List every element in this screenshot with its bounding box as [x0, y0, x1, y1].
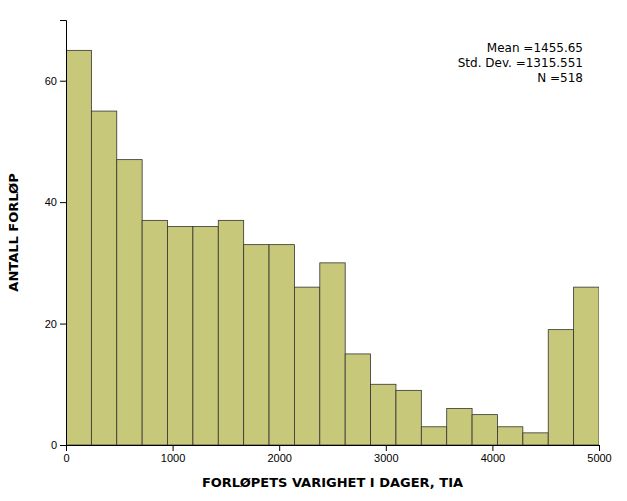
x-tick-mark	[599, 445, 600, 451]
y-tick-label: 60	[45, 75, 57, 87]
annotation: Mean =1455.65Std. Dev. =1315.551N =518	[458, 41, 583, 85]
bar	[447, 409, 472, 445]
bars	[66, 50, 599, 445]
y-tick-mark	[60, 445, 66, 446]
bar	[66, 50, 91, 445]
x-tick-mark	[279, 445, 280, 451]
bar	[421, 427, 446, 445]
x-tick: 1000	[161, 445, 185, 464]
x-tick: 0	[63, 445, 69, 464]
bar	[320, 263, 345, 445]
bar	[91, 111, 116, 445]
bar	[193, 226, 218, 445]
y-axis: 0 20 40 60	[45, 21, 67, 452]
bar	[472, 415, 497, 445]
bar	[117, 160, 142, 445]
y-tick: 0	[51, 439, 66, 451]
x-tick: 2000	[267, 445, 291, 464]
y-tick-mark	[60, 324, 66, 325]
bar	[574, 287, 599, 445]
y-tick-mark	[60, 202, 66, 203]
x-tick-label: 2000	[267, 452, 291, 464]
bar	[269, 245, 294, 445]
y-axis-line	[60, 21, 67, 446]
x-axis-title: FORLØPETS VARIGHET I DAGER, TIA	[202, 475, 463, 490]
x-tick-mark	[386, 445, 387, 451]
y-tick: 20	[45, 318, 66, 330]
bar	[396, 390, 421, 445]
bar	[497, 427, 522, 445]
x-tick: 3000	[374, 445, 398, 464]
annotation-line: N =518	[537, 71, 583, 85]
x-tick-mark	[492, 445, 493, 451]
y-axis-title: ANTALL FORLØP	[6, 173, 21, 291]
bar	[345, 354, 370, 445]
x-axis-line	[67, 446, 600, 452]
annotation-line: Std. Dev. =1315.551	[458, 56, 583, 70]
y-tick-label: 20	[45, 318, 57, 330]
bar	[142, 220, 167, 445]
bar	[371, 384, 396, 445]
x-axis: 0 1000 2000 3000 4000 5000	[63, 445, 611, 464]
x-tick: 4000	[481, 445, 505, 464]
y-tick-mark	[60, 81, 66, 82]
bar	[294, 287, 319, 445]
y-tick-label: 0	[51, 439, 57, 451]
x-tick-label: 5000	[587, 452, 611, 464]
y-tick: 60	[45, 75, 66, 87]
x-tick-label: 4000	[481, 452, 505, 464]
bar	[523, 433, 548, 445]
x-tick: 5000	[587, 445, 611, 464]
x-tick-label: 0	[63, 452, 69, 464]
x-tick-mark	[173, 445, 174, 451]
y-tick: 40	[45, 196, 66, 208]
x-tick-label: 3000	[374, 452, 398, 464]
bar	[218, 220, 243, 445]
plot: 0 1000 2000 3000 4000 5000 0 20 40 60 Mean =1455.6…	[45, 21, 612, 464]
bar	[244, 245, 269, 445]
x-tick-label: 1000	[161, 452, 185, 464]
chart: 0 1000 2000 3000 4000 5000 0 20 40 60 Mean =1455.6…	[0, 0, 627, 501]
bar	[548, 330, 573, 445]
bar	[168, 226, 193, 445]
annotation-line: Mean =1455.65	[487, 41, 583, 55]
y-tick-label: 40	[45, 196, 57, 208]
